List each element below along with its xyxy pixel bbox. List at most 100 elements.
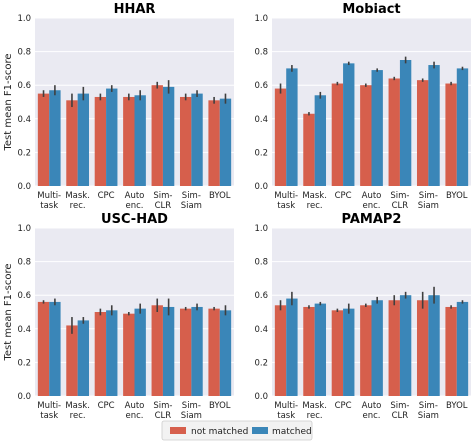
- y-tick-label: 1.0: [17, 14, 31, 24]
- bar-not-matched: [360, 85, 372, 186]
- x-tick-label: Sim-: [419, 191, 438, 201]
- x-tick-label: CPC: [335, 191, 352, 201]
- bar-not-matched: [151, 305, 163, 396]
- x-tick-label: CPC: [98, 191, 115, 201]
- bar-not-matched: [179, 308, 192, 396]
- x-tick-label: CLR: [155, 201, 172, 211]
- x-tick-label: Siam: [181, 411, 202, 421]
- y-tick-label: 0.2: [254, 148, 268, 158]
- x-tick-label: Mask.: [65, 191, 90, 201]
- panel-3: 0.0 0.2 0.4 0.6 0.8 1.0 PAMAP2 Multi-task Mask.r…: [254, 212, 471, 421]
- legend-label-not-matched: not matched: [191, 427, 248, 437]
- x-tick-label: CLR: [392, 411, 409, 421]
- x-tick-label: enc.: [363, 411, 381, 421]
- bar-matched: [219, 98, 232, 186]
- bar-not-matched: [123, 96, 135, 186]
- bar-not-matched: [66, 100, 78, 186]
- x-tick-label: Sim-: [182, 401, 201, 411]
- bar-not-matched: [388, 300, 400, 396]
- y-tick-label: 0.4: [17, 115, 31, 125]
- y-tick-label: 0.8: [254, 48, 268, 58]
- x-tick-label: Auto: [125, 191, 145, 201]
- legend-swatch-not-matched: [170, 427, 186, 434]
- panel-title: PAMAP2: [342, 212, 402, 227]
- bar-matched: [314, 303, 327, 396]
- y-tick-label: 0.0: [254, 182, 268, 192]
- x-tick-label: Multi-: [37, 191, 61, 201]
- x-tick-label: rec.: [307, 411, 323, 421]
- x-tick-label: Siam: [181, 201, 202, 211]
- y-tick-label: 0.2: [254, 358, 268, 368]
- y-tick-label: 1.0: [254, 224, 268, 234]
- bar-matched: [286, 298, 298, 396]
- bar-not-matched: [94, 312, 107, 396]
- legend-swatch-matched: [252, 427, 268, 434]
- x-tick-label: enc.: [126, 411, 144, 421]
- x-tick-label: Multi-: [37, 401, 61, 411]
- bar-not-matched: [416, 300, 429, 396]
- bar-not-matched: [208, 100, 220, 186]
- x-tick-label: Siam: [418, 411, 439, 421]
- x-tick-label: Sim-: [153, 401, 172, 411]
- bar-matched: [191, 306, 203, 396]
- x-tick-label: task: [40, 411, 58, 421]
- bar-matched: [162, 306, 175, 396]
- y-tick-label: 0.6: [254, 81, 268, 91]
- bar-matched: [219, 310, 232, 396]
- bar-not-matched: [303, 113, 315, 186]
- panel-title: HHAR: [114, 2, 156, 17]
- bar-not-matched: [179, 96, 192, 186]
- y-tick-label: 0.0: [17, 392, 31, 402]
- legend-box: [161, 420, 313, 441]
- x-tick-label: Sim-: [390, 191, 409, 201]
- bar-matched: [49, 90, 61, 186]
- bar-matched: [399, 295, 412, 396]
- bar-matched: [77, 93, 90, 186]
- y-tick-label: 0.4: [254, 325, 268, 335]
- bar-matched: [191, 93, 203, 186]
- bar-not-matched: [331, 83, 344, 186]
- bar-not-matched: [151, 85, 163, 186]
- x-tick-label: Siam: [418, 201, 439, 211]
- y-tick-label: 0.6: [17, 291, 31, 301]
- y-tick-label: 0.8: [254, 258, 268, 268]
- y-tick-label: 0.6: [17, 81, 31, 91]
- bar-matched: [106, 310, 118, 396]
- bar-matched: [456, 68, 469, 186]
- bar-matched: [49, 301, 61, 396]
- x-tick-label: rec.: [307, 201, 323, 211]
- bar-not-matched: [94, 96, 107, 186]
- panels-group: 0.00.20.40.60.81.0HHARMulti-taskMask.rec…: [17, 2, 471, 421]
- bar-matched: [428, 65, 440, 186]
- x-tick-label: CPC: [335, 401, 352, 411]
- bar-not-matched: [37, 301, 50, 396]
- x-tick-label: Auto: [362, 401, 382, 411]
- x-tick-label: enc.: [126, 201, 144, 211]
- bar-not-matched: [66, 325, 78, 396]
- bar-matched: [371, 300, 383, 396]
- x-tick-label: Mask.: [302, 191, 327, 201]
- panel-title: Mobiact: [342, 2, 400, 17]
- y-tick-label: 0.4: [254, 115, 268, 125]
- y-tick-label: 0.2: [17, 358, 31, 368]
- x-tick-label: task: [277, 411, 295, 421]
- y-tick-label: 0.0: [254, 392, 268, 402]
- bar-not-matched: [274, 305, 287, 396]
- y-tick-label: 1.0: [254, 14, 268, 24]
- panel-2: 0.0 0.2 0.4 0.6 0.8 1.0 USC-HAD Multi-task Mask.…: [17, 212, 234, 421]
- x-tick-label: task: [277, 201, 295, 211]
- x-tick-label: Mask.: [302, 401, 327, 411]
- y-tick-label: 0.8: [17, 258, 31, 268]
- bar-not-matched: [416, 80, 429, 186]
- bar-matched: [399, 60, 412, 186]
- bar-not-matched: [445, 83, 457, 186]
- x-tick-label: BYOL: [446, 401, 468, 411]
- legend-label-matched: matched: [272, 427, 312, 437]
- x-tick-label: rec.: [70, 411, 86, 421]
- y-tick-label: 0.6: [254, 291, 268, 301]
- x-tick-label: enc.: [363, 201, 381, 211]
- x-tick-label: Multi-: [274, 191, 298, 201]
- bar-not-matched: [208, 308, 220, 396]
- y-tick-label: 1.0: [17, 224, 31, 234]
